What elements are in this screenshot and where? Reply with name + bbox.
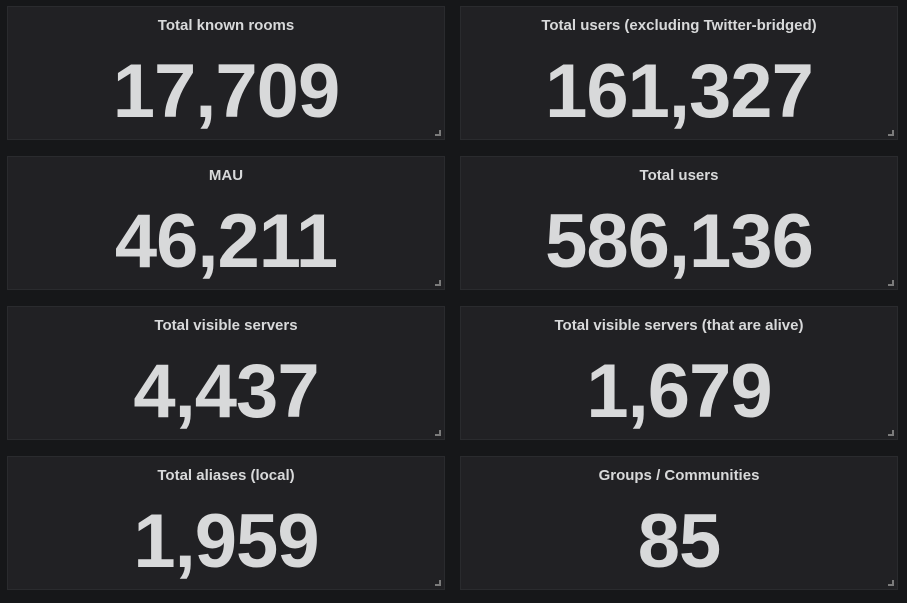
resize-handle-icon[interactable] [888, 580, 894, 586]
resize-handle-icon[interactable] [435, 430, 441, 436]
resize-handle-icon[interactable] [888, 430, 894, 436]
stat-value: 17,709 [112, 49, 340, 134]
dashboard-grid: Total known rooms 17,709 Total users (ex… [7, 6, 898, 596]
stat-panel-groups-communities[interactable]: Groups / Communities 85 [460, 456, 898, 590]
stat-panel-total-users-excluding-twitter[interactable]: Total users (excluding Twitter-bridged) … [460, 6, 898, 140]
stat-panel-total-aliases-local[interactable]: Total aliases (local) 1,959 [7, 456, 445, 590]
panel-title[interactable]: Total visible servers (that are alive) [554, 317, 804, 334]
stat-value: 1,959 [133, 499, 319, 584]
stat-panel-total-visible-servers[interactable]: Total visible servers 4,437 [7, 306, 445, 440]
stat-value: 1,679 [586, 349, 772, 434]
stat-value: 46,211 [114, 199, 338, 284]
panel-title[interactable]: MAU [208, 167, 244, 184]
stat-value: 4,437 [133, 349, 319, 434]
resize-handle-icon[interactable] [888, 280, 894, 286]
panel-title[interactable]: Total visible servers [154, 317, 298, 334]
stat-value: 85 [637, 499, 722, 584]
panel-title[interactable]: Total users [639, 167, 719, 184]
stat-value: 586,136 [545, 199, 814, 284]
stat-panel-total-known-rooms[interactable]: Total known rooms 17,709 [7, 6, 445, 140]
resize-handle-icon[interactable] [888, 130, 894, 136]
resize-handle-icon[interactable] [435, 130, 441, 136]
panel-title[interactable]: Total aliases (local) [157, 467, 295, 484]
panel-title[interactable]: Total known rooms [157, 17, 295, 34]
resize-handle-icon[interactable] [435, 280, 441, 286]
stat-panel-total-visible-servers-alive[interactable]: Total visible servers (that are alive) 1… [460, 306, 898, 440]
panel-title[interactable]: Total users (excluding Twitter-bridged) [541, 17, 817, 34]
panel-title[interactable]: Groups / Communities [598, 467, 760, 484]
stat-value: 161,327 [545, 49, 814, 134]
stat-panel-mau[interactable]: MAU 46,211 [7, 156, 445, 290]
resize-handle-icon[interactable] [435, 580, 441, 586]
stat-panel-total-users[interactable]: Total users 586,136 [460, 156, 898, 290]
